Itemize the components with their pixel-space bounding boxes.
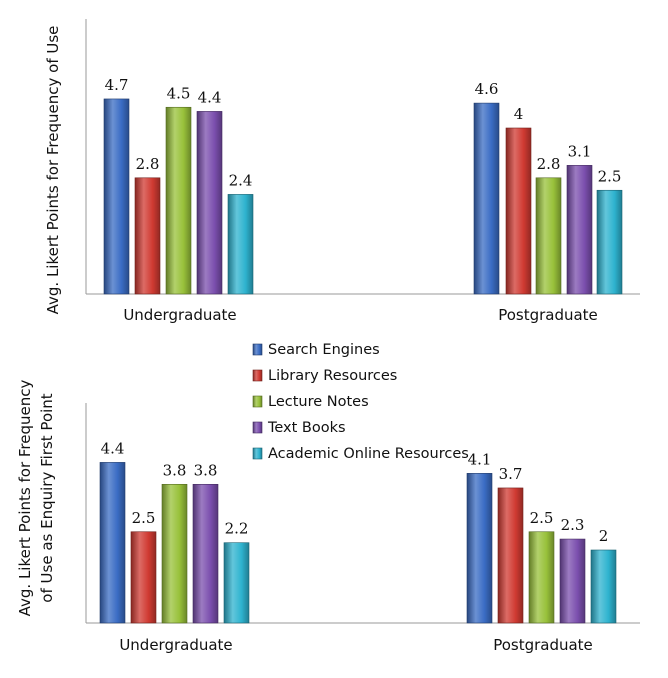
bar-postgraduate-text-books [566,165,593,295]
data-label-undergraduate-library-resources: 2.8 [136,155,160,173]
x-tick-label-undergraduate: Undergraduate [123,306,236,324]
data-label-undergraduate-library-resources: 2.5 [132,509,156,527]
bar-postgraduate-search-engines [473,102,500,295]
legend-swatch-lecture-notes [252,395,263,408]
y-axis-title: Avg. Likert Points for Frequency of Use [44,26,62,315]
bar-postgraduate-academic-online-resources [590,549,617,624]
y-axis-title: Avg. Likert Points for Frequency of Use a… [16,380,56,617]
chart-panel-2: Avg. Likert Points for Frequency of Use a… [16,380,640,654]
bar-undergraduate-academic-online-resources [223,542,250,624]
legend-swatch-academic-online-resources [252,447,263,460]
data-label-postgraduate-library-resources: 4 [514,105,524,123]
legend-label-library-resources: Library Resources [268,368,397,384]
x-tick-label-postgraduate: Postgraduate [493,636,593,654]
bar-postgraduate-lecture-notes [528,531,555,624]
data-label-postgraduate-lecture-notes: 2.8 [537,155,561,173]
legend-swatch-library-resources [252,369,263,382]
bar-undergraduate-lecture-notes [165,106,192,295]
bar-postgraduate-text-books [559,538,586,624]
bar-postgraduate-library-resources [497,487,524,624]
bar-undergraduate-academic-online-resources [227,194,254,295]
data-label-undergraduate-search-engines: 4.4 [101,439,125,457]
data-label-postgraduate-library-resources: 3.7 [499,465,523,483]
data-label-undergraduate-academic-online-resources: 2.4 [229,171,253,189]
bar-undergraduate-library-resources [134,177,161,295]
data-label-postgraduate-search-engines: 4.6 [475,80,499,98]
bar-undergraduate-search-engines [99,462,126,624]
legend-label-lecture-notes: Lecture Notes [268,394,369,410]
bar-undergraduate-text-books [192,483,219,624]
data-label-undergraduate-text-books: 4.4 [198,88,222,106]
bar-postgraduate-lecture-notes [535,177,562,295]
legend-label-text-books: Text Books [267,420,346,436]
data-label-postgraduate-search-engines: 4.1 [468,450,492,468]
data-label-postgraduate-text-books: 3.1 [568,142,592,160]
bar-undergraduate-search-engines [103,98,130,295]
legend-swatch-search-engines [252,343,263,356]
bar-postgraduate-academic-online-resources [596,189,623,295]
x-tick-label-undergraduate: Undergraduate [119,636,232,654]
legend-label-search-engines: Search Engines [268,342,380,358]
data-label-postgraduate-lecture-notes: 2.5 [530,509,554,527]
bar-undergraduate-lecture-notes [161,483,188,624]
data-label-postgraduate-text-books: 2.3 [561,516,585,534]
data-label-undergraduate-text-books: 3.8 [194,461,218,479]
legend-label-academic-online-resources: Academic Online Resources [268,446,469,462]
data-label-undergraduate-lecture-notes: 3.8 [163,461,187,479]
bar-undergraduate-library-resources [130,531,157,624]
data-label-undergraduate-search-engines: 4.7 [105,76,129,94]
legend-swatch-text-books [252,421,263,434]
data-label-undergraduate-academic-online-resources: 2.2 [225,520,249,538]
data-label-postgraduate-academic-online-resources: 2.5 [598,167,622,185]
data-label-postgraduate-academic-online-resources: 2 [599,527,609,545]
chart-panel-1: Avg. Likert Points for Frequency of Use 4… [44,19,640,324]
bar-postgraduate-library-resources [505,127,532,295]
x-tick-label-postgraduate: Postgraduate [498,306,598,324]
bar-undergraduate-text-books [196,111,223,295]
legend: Search Engines Library Resources Lecture N… [252,342,469,462]
bar-postgraduate-search-engines [466,473,493,624]
data-label-undergraduate-lecture-notes: 4.5 [167,84,191,102]
